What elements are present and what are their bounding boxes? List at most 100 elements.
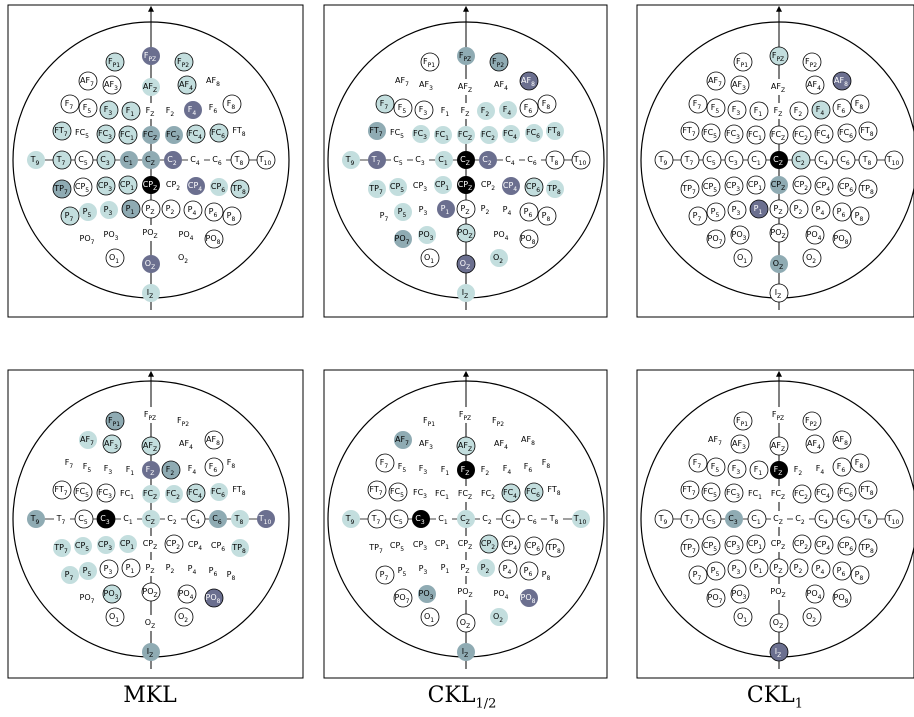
electrode-marker bbox=[850, 94, 870, 114]
topomap-panel-4: FP1 FPZ FP2 AF7 AF3 AFZ AF4 AF8 F7 F5 F3 F1 FZ F2 F4 F6… bbox=[7, 369, 304, 679]
electrode-label: CP2 bbox=[481, 539, 495, 551]
electrode-marker bbox=[120, 151, 138, 169]
electrode-marker bbox=[185, 561, 201, 577]
electrode-marker bbox=[730, 75, 750, 95]
electrode-label: T7 bbox=[684, 155, 694, 167]
electrode-marker bbox=[525, 152, 541, 168]
electrode-cp6: CP6 bbox=[524, 536, 544, 556]
electrode-marker bbox=[413, 537, 429, 553]
electrode-f3: F3 bbox=[414, 100, 434, 120]
electrode-label: FP2 bbox=[805, 416, 817, 428]
electrode-marker bbox=[521, 459, 537, 475]
electrode-o2: O2 bbox=[176, 250, 192, 266]
electrode-marker bbox=[390, 538, 406, 554]
electrode-label: FPZ bbox=[144, 51, 156, 63]
electrode-marker bbox=[96, 124, 116, 144]
electrode-label: PO3 bbox=[419, 589, 434, 601]
electrode-marker bbox=[479, 151, 497, 169]
electrode-marker bbox=[572, 510, 590, 528]
electrode-label: P3 bbox=[419, 564, 428, 576]
electrode-marker bbox=[858, 480, 878, 500]
electrode-afz: AFZ bbox=[456, 436, 476, 456]
electrode-f7: F7 bbox=[62, 455, 78, 471]
electrode-fp2: FP2 bbox=[489, 52, 509, 72]
electrode-label: FC6 bbox=[839, 487, 853, 499]
electrode-label: C5 bbox=[706, 155, 716, 167]
electrode-cp6: CP6 bbox=[837, 536, 857, 556]
electrode-af3: AF3 bbox=[102, 434, 122, 454]
electrode-ft7: FT7 bbox=[52, 121, 72, 141]
electrode-label: P4 bbox=[503, 564, 512, 576]
electrode-fc4: FC4 bbox=[502, 125, 520, 143]
electrode-marker bbox=[791, 150, 811, 170]
electrode-marker bbox=[206, 73, 222, 89]
electrode-p2: P2 bbox=[163, 560, 179, 576]
electrode-marker bbox=[494, 77, 510, 93]
electrode-marker bbox=[884, 509, 904, 529]
electrode-marker bbox=[836, 509, 856, 529]
electrode-af7: AF7 bbox=[708, 432, 724, 448]
electrode-marker bbox=[792, 534, 812, 554]
electrode-label: T8 bbox=[862, 514, 872, 526]
electrode-po8: PO8 bbox=[204, 229, 224, 249]
electrode-marker bbox=[814, 535, 834, 555]
electrode-label: FC1 bbox=[435, 130, 449, 142]
electrode-label: PO8 bbox=[206, 234, 221, 246]
electrode-label: FPZ bbox=[772, 51, 784, 63]
electrode-marker bbox=[805, 584, 825, 604]
electrode-marker bbox=[105, 52, 125, 72]
electrode-f1: F1 bbox=[749, 460, 769, 480]
electrode-cz: CZ bbox=[770, 151, 788, 169]
electrode-label: F5 bbox=[711, 462, 720, 474]
electrode-tp8: TP8 bbox=[545, 538, 565, 558]
electrode-label: C5 bbox=[78, 155, 88, 167]
electrode-afz: AFZ bbox=[769, 436, 789, 456]
electrode-f1: F1 bbox=[438, 103, 454, 119]
electrode-afz: AFZ bbox=[771, 79, 787, 95]
electrode-marker bbox=[210, 178, 228, 196]
electrode-label: FC3 bbox=[726, 488, 740, 500]
electrode-label: P3 bbox=[419, 205, 428, 217]
electrode-p5: P5 bbox=[79, 203, 97, 221]
electrode-marker bbox=[436, 511, 452, 527]
electrode-marker bbox=[502, 125, 520, 143]
electrode-label: PO4 bbox=[494, 589, 509, 601]
electrode-marker bbox=[858, 121, 878, 141]
electrode-cpz: CPZ bbox=[771, 536, 787, 552]
electrode-label: P2 bbox=[794, 563, 803, 575]
electrode-label: FC4 bbox=[503, 488, 517, 500]
electrode-p3: P3 bbox=[416, 561, 432, 577]
electrode-label: CP5 bbox=[703, 182, 717, 194]
electrode-p7: P7 bbox=[688, 565, 708, 585]
electrode-marker bbox=[185, 461, 201, 477]
electrode-label: F3 bbox=[732, 464, 741, 476]
electrode-p1: P1 bbox=[749, 199, 769, 219]
electrode-label: P8 bbox=[227, 570, 236, 582]
electrode-c3: C3 bbox=[413, 152, 429, 168]
electrode-marker bbox=[102, 584, 122, 604]
electrode-marker bbox=[701, 536, 721, 556]
electrode-label: CP5 bbox=[75, 182, 89, 194]
electrode-label: FC6 bbox=[839, 128, 853, 140]
electrode-marker bbox=[770, 176, 788, 194]
electrode-p8: P8 bbox=[539, 567, 555, 583]
electrode-marker bbox=[688, 206, 708, 226]
electrode-label: CP4 bbox=[503, 540, 517, 552]
electrode-t8: T8 bbox=[858, 509, 878, 529]
electrode-poz: POZ bbox=[141, 582, 161, 602]
electrode-po4: PO4 bbox=[805, 225, 825, 245]
electrode-fc2: FC2 bbox=[480, 126, 498, 144]
electrode-label: CP2 bbox=[794, 180, 808, 192]
electrode-marker bbox=[730, 584, 750, 604]
electrode-p7: P7 bbox=[375, 565, 395, 585]
electrode-label: PO8 bbox=[521, 593, 536, 605]
electrode-marker bbox=[204, 202, 224, 222]
electrode-c5: C5 bbox=[702, 150, 722, 170]
electrode-cp2: CP2 bbox=[479, 534, 499, 554]
electrode-label: AF7 bbox=[395, 435, 409, 447]
electrode-marker bbox=[746, 125, 766, 145]
electrode-label: FZ bbox=[774, 106, 783, 118]
electrode-label: AF8 bbox=[834, 435, 848, 447]
electrode-marker bbox=[546, 180, 564, 198]
